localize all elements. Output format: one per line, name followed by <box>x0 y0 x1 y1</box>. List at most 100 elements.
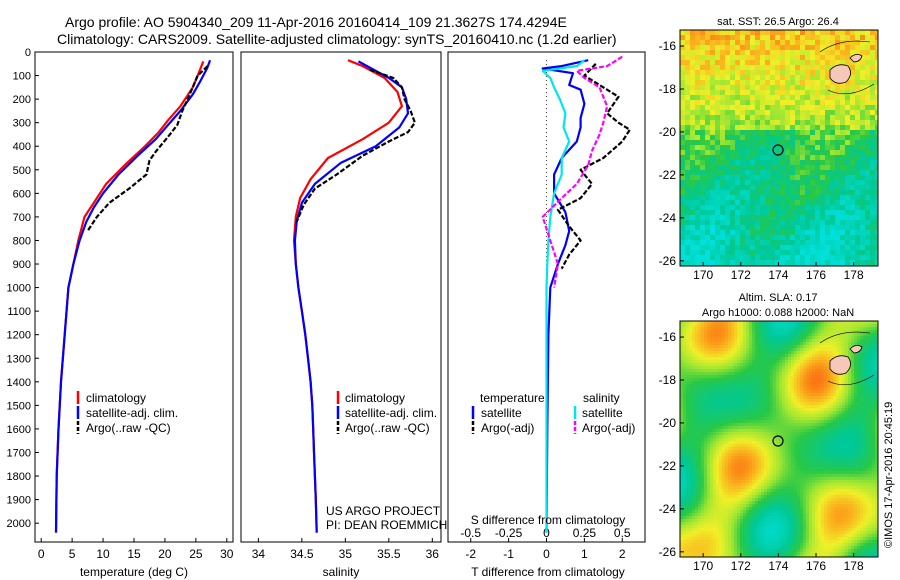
map-cell <box>705 155 711 161</box>
map-cell <box>865 200 871 206</box>
map-cell <box>705 130 711 136</box>
map-cell <box>730 35 736 41</box>
map-cell <box>755 135 761 141</box>
map-cell <box>860 339 864 343</box>
map-cell <box>730 150 736 156</box>
map-cell <box>758 360 762 364</box>
map-cell <box>850 185 856 191</box>
map-cell <box>680 375 684 379</box>
map-cell <box>782 444 786 448</box>
map-cell <box>731 342 735 346</box>
map-cell <box>680 408 684 412</box>
map-cell <box>695 369 699 373</box>
map-cell <box>680 105 686 111</box>
map-cell <box>839 432 843 436</box>
map-cell <box>680 85 686 91</box>
map-cell <box>713 417 717 421</box>
map-cell <box>750 85 756 91</box>
map-cell <box>713 387 717 391</box>
map-cell <box>779 369 783 373</box>
map-cell <box>719 369 723 373</box>
map-cell <box>779 432 783 436</box>
map-cell <box>690 135 696 141</box>
map-cell <box>707 378 711 382</box>
map-cell <box>740 145 746 151</box>
map-cell <box>755 160 761 166</box>
map-cell <box>710 429 714 433</box>
map-cell <box>707 369 711 373</box>
map-cell <box>680 70 686 76</box>
map-cell <box>794 396 798 400</box>
map-cell <box>704 345 708 349</box>
map-cell <box>755 140 761 146</box>
map-cell <box>782 330 786 334</box>
map-cell <box>734 339 738 343</box>
map-cell <box>758 324 762 328</box>
map-cell <box>870 255 876 261</box>
map-cell <box>850 155 856 161</box>
map-cell <box>683 336 687 340</box>
map-cell <box>710 110 716 116</box>
map-cell <box>800 220 806 226</box>
map-cell <box>735 220 741 226</box>
map-cell <box>812 375 816 379</box>
map-cell <box>842 390 846 394</box>
map-cell <box>839 417 843 421</box>
map-cell <box>755 360 759 364</box>
map-cell <box>775 260 781 266</box>
map-cell <box>830 160 836 166</box>
map-cell <box>719 447 723 451</box>
map-cell <box>815 30 821 36</box>
map-cell <box>737 336 741 340</box>
map-cell <box>797 447 801 451</box>
map-cell <box>872 426 876 430</box>
map-cell <box>755 411 759 415</box>
map-cell <box>820 90 826 96</box>
map-cell <box>707 327 711 331</box>
map-cell <box>686 342 690 346</box>
map-cell <box>788 447 792 451</box>
map-cell <box>835 30 841 36</box>
map-cell <box>770 357 774 361</box>
map-cell <box>860 330 864 334</box>
map-cell <box>835 190 841 196</box>
map-cell <box>855 205 861 211</box>
map-cell <box>821 408 825 412</box>
map-cell <box>860 200 866 206</box>
map-cell <box>770 65 776 71</box>
map-cell <box>692 357 696 361</box>
map-cell <box>764 372 768 376</box>
map-cell <box>767 366 771 370</box>
map-cell <box>773 390 777 394</box>
map-cell <box>735 195 741 201</box>
map-cell <box>800 180 806 186</box>
map-cell <box>695 450 699 454</box>
map-cell <box>830 432 834 436</box>
map-cell <box>815 393 819 397</box>
map-cell <box>845 195 851 201</box>
map-cell <box>700 230 706 236</box>
map-cell <box>680 447 684 451</box>
map-cell <box>855 120 861 126</box>
map-cell <box>750 65 756 71</box>
map-cell <box>695 357 699 361</box>
map-cell <box>715 40 721 46</box>
map-cell <box>698 393 702 397</box>
map-cell <box>825 255 831 261</box>
map-cell <box>820 250 826 256</box>
map-cell <box>869 327 873 331</box>
map-cell <box>850 245 856 251</box>
map-cell <box>779 447 783 451</box>
map-cell <box>833 321 837 325</box>
map-cell <box>685 145 691 151</box>
map-cell <box>683 381 687 385</box>
map-cell <box>860 408 864 412</box>
map-cell <box>710 339 714 343</box>
map-cell <box>818 342 822 346</box>
map-cell <box>797 360 801 364</box>
map-cell <box>689 429 693 433</box>
map-cell <box>775 65 781 71</box>
map-cell <box>865 100 871 106</box>
map-cell <box>842 324 846 328</box>
map-cell <box>770 240 776 246</box>
